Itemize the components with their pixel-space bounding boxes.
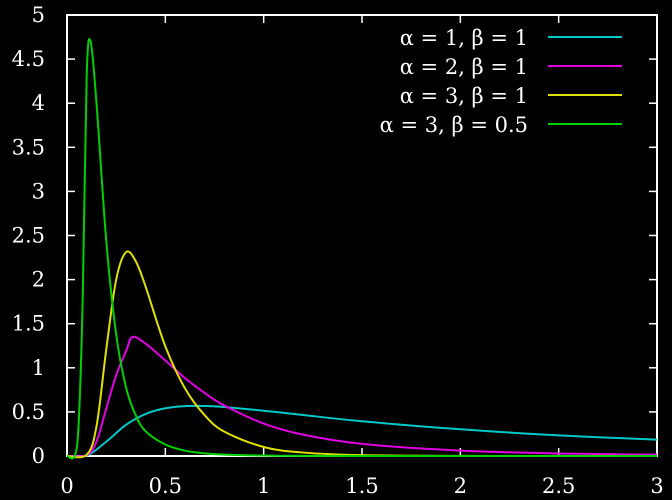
series-line-4 — [66, 38, 658, 460]
x-tick-label: 0.5 — [149, 474, 182, 498]
x-tick-label: 1 — [257, 474, 270, 498]
x-tick-label: 2.5 — [542, 474, 575, 498]
series-lines — [66, 38, 658, 460]
legend-label: α = 1, β = 1 — [400, 26, 528, 50]
x-tick-label: 3 — [650, 474, 663, 498]
legend-label: α = 3, β = 0.5 — [380, 113, 528, 137]
y-tick-label: 2 — [32, 268, 45, 292]
y-axis-ticks: 0 0.5 1 1.5 2 2.5 3 3.5 4 4.5 5 — [12, 3, 657, 468]
legend: α = 1, β = 1 α = 2, β = 1 α = 3, β = 1 α = … — [380, 26, 622, 137]
y-tick-label: 0.5 — [12, 400, 45, 424]
series-line-1 — [66, 404, 658, 458]
y-tick-label: 3 — [32, 179, 45, 203]
legend-label: α = 3, β = 1 — [400, 84, 528, 108]
y-tick-label: 3.5 — [12, 135, 45, 159]
x-tick-label: 2 — [454, 474, 467, 498]
y-tick-label: 2.5 — [12, 224, 45, 248]
plot-frame — [66, 14, 658, 457]
x-tick-label: 1.5 — [345, 474, 378, 498]
y-tick-label: 0 — [32, 444, 45, 468]
y-tick-label: 1 — [32, 356, 45, 380]
y-tick-label: 4 — [32, 91, 45, 115]
y-tick-label: 5 — [32, 3, 45, 27]
x-tick-label: 0 — [60, 474, 73, 498]
series-line-3 — [66, 250, 658, 459]
legend-label: α = 2, β = 1 — [400, 55, 528, 79]
series-line-2 — [66, 335, 658, 458]
y-tick-label: 4.5 — [12, 47, 45, 71]
y-tick-label: 1.5 — [12, 312, 45, 336]
x-axis-ticks: 0 0.5 1 1.5 2 2.5 3 — [60, 15, 664, 498]
